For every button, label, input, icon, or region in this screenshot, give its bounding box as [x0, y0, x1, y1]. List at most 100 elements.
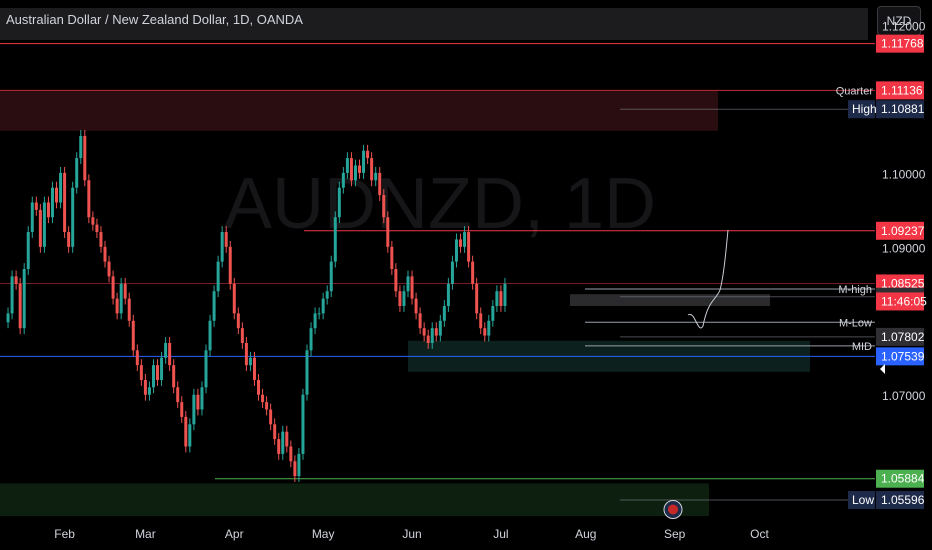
candle[interactable] — [216, 255, 220, 298]
candle[interactable] — [265, 396, 269, 416]
candle[interactable] — [79, 130, 83, 165]
candle[interactable] — [180, 396, 184, 423]
candle[interactable] — [463, 226, 467, 253]
candle[interactable] — [333, 211, 337, 268]
candle[interactable] — [309, 322, 313, 357]
candle[interactable] — [38, 203, 42, 253]
candle[interactable] — [329, 255, 333, 298]
candle[interactable] — [26, 226, 30, 275]
candle[interactable] — [305, 344, 309, 401]
candle[interactable] — [386, 211, 390, 253]
candle[interactable] — [192, 388, 196, 431]
candle[interactable] — [398, 285, 402, 312]
candle[interactable] — [454, 233, 458, 268]
supply-zone[interactable] — [0, 90, 718, 131]
candle[interactable] — [151, 359, 155, 394]
candle[interactable] — [257, 374, 261, 401]
candle[interactable] — [422, 322, 426, 342]
candle[interactable] — [390, 240, 394, 275]
candle[interactable] — [281, 425, 285, 460]
candle[interactable] — [374, 166, 378, 187]
candle[interactable] — [164, 337, 168, 364]
candle[interactable] — [317, 307, 321, 320]
candle[interactable] — [30, 196, 34, 238]
symbol-title[interactable]: Australian Dollar / New Zealand Dollar, … — [6, 12, 303, 27]
candle[interactable] — [261, 388, 265, 409]
candle[interactable] — [91, 211, 95, 231]
candle[interactable] — [156, 359, 160, 386]
range-box[interactable] — [570, 294, 770, 306]
candle[interactable] — [503, 277, 507, 312]
candle[interactable] — [252, 351, 256, 386]
candle[interactable] — [71, 181, 75, 253]
candle[interactable] — [87, 174, 91, 224]
candle[interactable] — [22, 263, 26, 335]
candle[interactable] — [382, 189, 386, 224]
candle[interactable] — [313, 307, 317, 335]
candle[interactable] — [103, 240, 107, 268]
candle[interactable] — [269, 403, 273, 431]
candle[interactable] — [46, 196, 50, 224]
candle[interactable] — [196, 388, 200, 416]
candle[interactable] — [228, 240, 232, 290]
candle[interactable] — [111, 270, 115, 305]
candle[interactable] — [341, 166, 345, 194]
candle[interactable] — [370, 152, 374, 187]
candle[interactable] — [321, 292, 325, 320]
candle[interactable] — [99, 226, 103, 253]
candle[interactable] — [442, 300, 446, 327]
candle[interactable] — [131, 314, 135, 357]
candle[interactable] — [184, 410, 188, 453]
candle[interactable] — [67, 226, 71, 253]
candle[interactable] — [325, 285, 329, 305]
candle[interactable] — [208, 314, 212, 357]
candle[interactable] — [224, 226, 228, 253]
candle[interactable] — [345, 152, 349, 179]
candle[interactable] — [123, 277, 127, 305]
candle[interactable] — [55, 181, 59, 209]
candle[interactable] — [471, 255, 475, 290]
candle[interactable] — [499, 285, 503, 312]
candle[interactable] — [244, 337, 248, 372]
candle[interactable] — [289, 440, 293, 468]
low-zone[interactable] — [0, 483, 709, 516]
candle[interactable] — [337, 181, 341, 224]
candle[interactable] — [434, 322, 438, 342]
candle[interactable] — [115, 292, 119, 320]
candle[interactable] — [353, 159, 357, 187]
candle[interactable] — [236, 307, 240, 335]
candle[interactable] — [467, 226, 471, 268]
candle[interactable] — [188, 418, 192, 453]
candle[interactable] — [6, 307, 10, 329]
candle[interactable] — [366, 144, 370, 165]
forecast-path[interactable] — [687, 229, 729, 329]
candle[interactable] — [487, 314, 491, 342]
candle[interactable] — [418, 307, 422, 335]
candle[interactable] — [394, 263, 398, 298]
candle[interactable] — [426, 329, 430, 349]
candle[interactable] — [220, 226, 224, 268]
candle[interactable] — [172, 359, 176, 394]
candle[interactable] — [349, 152, 353, 187]
candle[interactable] — [135, 344, 139, 372]
candle[interactable] — [285, 425, 289, 453]
candle[interactable] — [139, 359, 143, 386]
candle[interactable] — [378, 166, 382, 201]
candle[interactable] — [143, 374, 147, 401]
candle[interactable] — [414, 292, 418, 320]
candle[interactable] — [410, 270, 414, 305]
candle[interactable] — [248, 351, 252, 372]
candle[interactable] — [34, 196, 38, 216]
candle[interactable] — [293, 455, 297, 482]
candle[interactable] — [168, 337, 172, 372]
candle[interactable] — [212, 285, 216, 327]
candle[interactable] — [273, 418, 277, 446]
candle[interactable] — [362, 144, 366, 179]
candle[interactable] — [10, 270, 14, 320]
candle[interactable] — [297, 447, 301, 482]
candle[interactable] — [491, 300, 495, 327]
candle[interactable] — [75, 152, 79, 194]
candle[interactable] — [59, 166, 63, 209]
candle[interactable] — [176, 381, 180, 409]
